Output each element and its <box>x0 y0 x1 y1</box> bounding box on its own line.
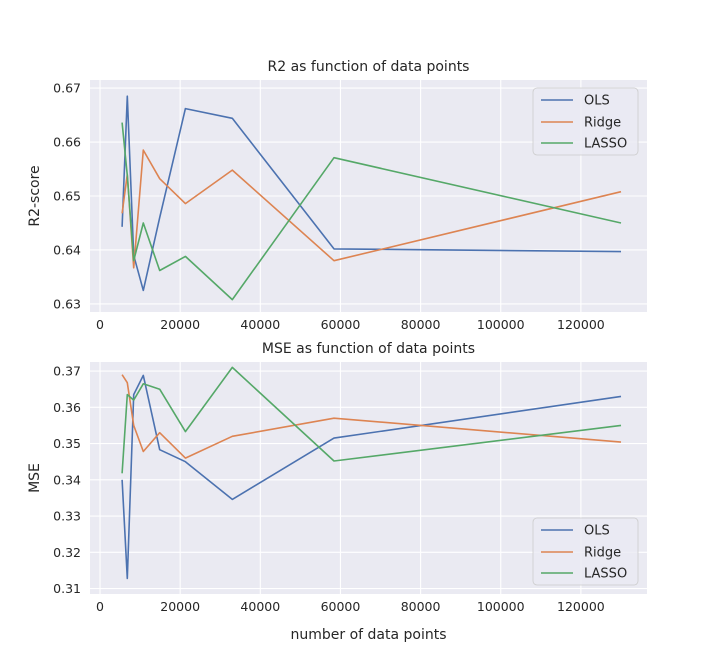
r2-x-tick-label: 0 <box>96 317 104 332</box>
r2-x-tick-label: 20000 <box>160 317 200 332</box>
mse-chart-title: MSE as function of data points <box>262 341 475 357</box>
mse-series-line-lasso <box>121 366 622 474</box>
mse-gridlines <box>90 362 647 594</box>
mse-y-tick-label: 0.31 <box>53 581 81 596</box>
r2-legend-box <box>532 87 639 156</box>
mse-y-tick-label: 0.36 <box>53 400 81 415</box>
mse-series-line-ols <box>121 374 622 580</box>
mse-x-tick-label: 0 <box>96 599 104 614</box>
mse-y-tick-label: 0.33 <box>53 509 81 524</box>
r2-y-tick-label: 0.63 <box>53 296 81 311</box>
mse-y-tick-label: 0.34 <box>53 472 81 487</box>
r2-legend-label-ols: OLS <box>584 94 610 109</box>
mse-y-tick-label: 0.35 <box>53 436 81 451</box>
r2-x-tick-label: 100000 <box>477 317 525 332</box>
mse-legend-label-lasso: LASSO <box>584 567 627 582</box>
r2-subplot: 0 20000 40000 60000 80000 100000 120000 0.63 0.6… <box>27 59 647 332</box>
r2-chart-title: R2 as function of data points <box>268 59 470 75</box>
mse-legend: OLS Ridge LASSO <box>532 517 639 586</box>
mse-x-tick-label: 120000 <box>557 599 605 614</box>
mse-tick-labels: 0 20000 40000 60000 80000 100000 120000 0.31 0.3… <box>53 364 605 614</box>
mse-legend-label-ols: OLS <box>584 524 610 539</box>
mse-y-tick-label: 0.32 <box>53 545 81 560</box>
r2-series-lines <box>121 95 622 301</box>
r2-tick-labels: 0 20000 40000 60000 80000 100000 120000 0.63 0.6… <box>53 81 605 332</box>
r2-x-tick-label: 80000 <box>401 317 441 332</box>
mse-x-axis-label: number of data points <box>290 627 446 643</box>
mse-x-tick-label: 20000 <box>160 599 200 614</box>
r2-y-tick-label: 0.66 <box>53 135 81 150</box>
r2-x-tick-label: 120000 <box>557 317 605 332</box>
r2-x-tick-label: 40000 <box>240 317 280 332</box>
r2-y-tick-label: 0.65 <box>53 189 81 204</box>
mse-x-tick-label: 80000 <box>401 599 441 614</box>
r2-legend-label-lasso: LASSO <box>584 137 627 152</box>
r2-y-axis-label: R2-score <box>27 165 43 226</box>
mse-y-axis-label: MSE <box>27 463 43 493</box>
r2-y-tick-label: 0.64 <box>53 242 81 257</box>
mse-series-lines <box>121 366 622 580</box>
r2-x-tick-label: 60000 <box>321 317 361 332</box>
r2-y-tick-label: 0.67 <box>53 81 81 96</box>
mse-y-tick-label: 0.37 <box>53 364 81 379</box>
r2-legend: OLS Ridge LASSO <box>532 87 639 156</box>
r2-legend-label-ridge: Ridge <box>584 116 621 131</box>
mse-x-tick-label: 60000 <box>321 599 361 614</box>
mse-legend-box <box>532 517 639 586</box>
mse-x-tick-label: 40000 <box>240 599 280 614</box>
mse-legend-label-ridge: Ridge <box>584 546 621 561</box>
r2-series-line-lasso <box>121 122 622 301</box>
mse-subplot: 0 20000 40000 60000 80000 100000 120000 0.31 0.3… <box>27 341 647 643</box>
mse-x-tick-label: 100000 <box>477 599 525 614</box>
